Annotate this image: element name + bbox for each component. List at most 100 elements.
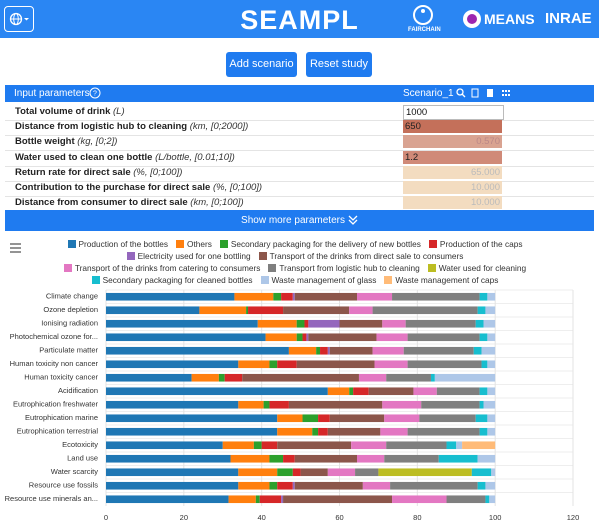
y-tick-label: Particulate matter	[39, 346, 98, 355]
bar-segment	[246, 306, 249, 315]
language-button[interactable]	[4, 6, 34, 32]
parameter-input[interactable]: 0.570	[403, 135, 502, 149]
legend-label: Others	[186, 239, 212, 249]
parameter-input[interactable]: 10.000	[403, 181, 502, 194]
bar-segment	[296, 319, 305, 328]
logo: MEANS	[484, 11, 535, 27]
x-tick-label: 40	[257, 513, 265, 522]
bar-segment	[106, 306, 200, 315]
logo-icon	[463, 10, 481, 28]
legend-item[interactable]: Water used for cleaning	[427, 263, 526, 273]
bar-segment	[106, 360, 239, 369]
legend-swatch	[428, 240, 437, 248]
bar-segment	[277, 468, 293, 477]
parameters-title: Input parameters	[14, 88, 90, 99]
help-icon[interactable]: ?	[89, 87, 101, 99]
parameter-input[interactable]: 10.000	[403, 196, 502, 210]
legend-item[interactable]: Secondary packaging for the delivery of …	[219, 239, 421, 249]
app-title: SEAMPL	[240, 5, 359, 35]
parameter-row: Return rate for direct sale (%, [0;100])…	[5, 165, 594, 182]
legend-item[interactable]: Waste management of caps	[384, 275, 498, 285]
bar-segment	[273, 292, 282, 301]
bar-segment	[106, 319, 258, 328]
bar-segment	[248, 306, 284, 315]
legend-item[interactable]: Others	[175, 239, 212, 249]
bar-segment	[349, 387, 354, 396]
bar-segment	[419, 414, 476, 423]
bar-segment	[380, 427, 408, 436]
bar-segment	[238, 468, 278, 477]
y-tick-label: Ionising radiation	[41, 319, 98, 328]
bar-segment	[106, 441, 223, 450]
legend-item[interactable]: Transport of the drinks from direct sale…	[258, 251, 463, 261]
legend-label: Waste management of caps	[395, 275, 499, 285]
bar-segment	[292, 292, 295, 301]
legend-item[interactable]: Transport from logistic hub to cleaning	[268, 263, 420, 273]
logo-icon	[413, 5, 433, 25]
parameter-label: Distance from logistic hub to cleaning (…	[15, 121, 248, 132]
parameters-header: Input parameters ? Scenario_1	[5, 85, 594, 102]
bar-segment	[302, 333, 307, 342]
bar-segment	[487, 414, 496, 423]
parameter-label: Water used to clean one bottle (L/bottle…	[15, 152, 235, 163]
bar-segment	[392, 495, 447, 504]
bar-segment	[106, 400, 239, 409]
parameter-row: Contribution to the purchase for direct …	[5, 180, 594, 197]
bar-segment	[191, 373, 219, 382]
legend-label: Secondary packaging for cleaned bottles	[102, 275, 253, 285]
bar-segment	[306, 333, 309, 342]
add-scenario-button[interactable]: Add scenario	[226, 52, 297, 77]
parameter-name: Total volume of drink	[15, 106, 111, 117]
legend-swatch	[384, 276, 393, 284]
legend-label: Transport from logistic hub to cleaning	[279, 263, 420, 273]
reset-study-button[interactable]: Reset study	[306, 52, 372, 77]
bar-segment	[479, 387, 488, 396]
legend-item[interactable]: Transport of the drinks from catering to…	[63, 263, 260, 273]
bar-segment	[475, 414, 488, 423]
bar-segment	[106, 373, 192, 382]
bar-segment	[106, 495, 229, 504]
show-more-button[interactable]: Show more parameters	[5, 210, 594, 231]
legend-item[interactable]: Production of the bottles	[67, 239, 168, 249]
bar-segment	[382, 400, 422, 409]
bar-segment	[487, 333, 496, 342]
bar-segment	[475, 319, 484, 328]
bar-segment	[228, 495, 256, 504]
legend-item[interactable]: Secondary packaging for cleaned bottles	[91, 275, 253, 285]
bar-segment	[351, 441, 387, 450]
chart: 0 20 40 60 80 100 120 Climate change Ozone deple…	[5, 289, 579, 522]
parameter-name: Distance from consumer to direct sale	[15, 197, 188, 209]
y-tick-label: Climate change	[46, 292, 98, 301]
parameter-input[interactable]: 650	[403, 120, 502, 134]
y-tick-label: Resource use minerals an...	[5, 494, 98, 503]
legend-item[interactable]: Waste management of glass	[260, 275, 376, 285]
legend-swatch	[219, 240, 228, 248]
menu-icon[interactable]	[10, 243, 22, 253]
parameter-name: Water used to clean one bottle	[15, 151, 153, 163]
bar-segment	[281, 292, 293, 301]
bar-segment	[413, 387, 437, 396]
parameter-input[interactable]: 1000	[403, 105, 504, 120]
parameter-label: Distance from consumer to direct sale (k…	[15, 197, 244, 208]
bar-segment	[446, 441, 457, 450]
bar-segment	[358, 373, 387, 382]
bar-segment	[238, 360, 270, 369]
bar-segment	[483, 400, 496, 409]
x-tick-label: 80	[413, 513, 421, 522]
parameter-name: Bottle weight	[15, 136, 75, 148]
parameter-input[interactable]: 65.000	[403, 165, 502, 179]
legend-swatch	[268, 264, 277, 272]
bar-segment	[277, 441, 352, 450]
bar-segment	[487, 387, 496, 396]
scenario-icons[interactable]	[455, 87, 515, 99]
bar-segment	[302, 414, 319, 423]
y-tick-label: Photochemical ozone for...	[10, 332, 98, 341]
legend-swatch	[258, 252, 267, 260]
legend-item[interactable]: Production of the caps	[428, 239, 522, 249]
legend-item[interactable]: Electricity used for one bottling	[126, 251, 251, 261]
bar-segment	[316, 346, 321, 355]
y-tick-label: Eutrophication marine	[25, 413, 98, 422]
bar-segment	[485, 495, 490, 504]
legend-swatch	[63, 264, 72, 272]
parameter-input[interactable]: 1.2	[403, 150, 502, 164]
